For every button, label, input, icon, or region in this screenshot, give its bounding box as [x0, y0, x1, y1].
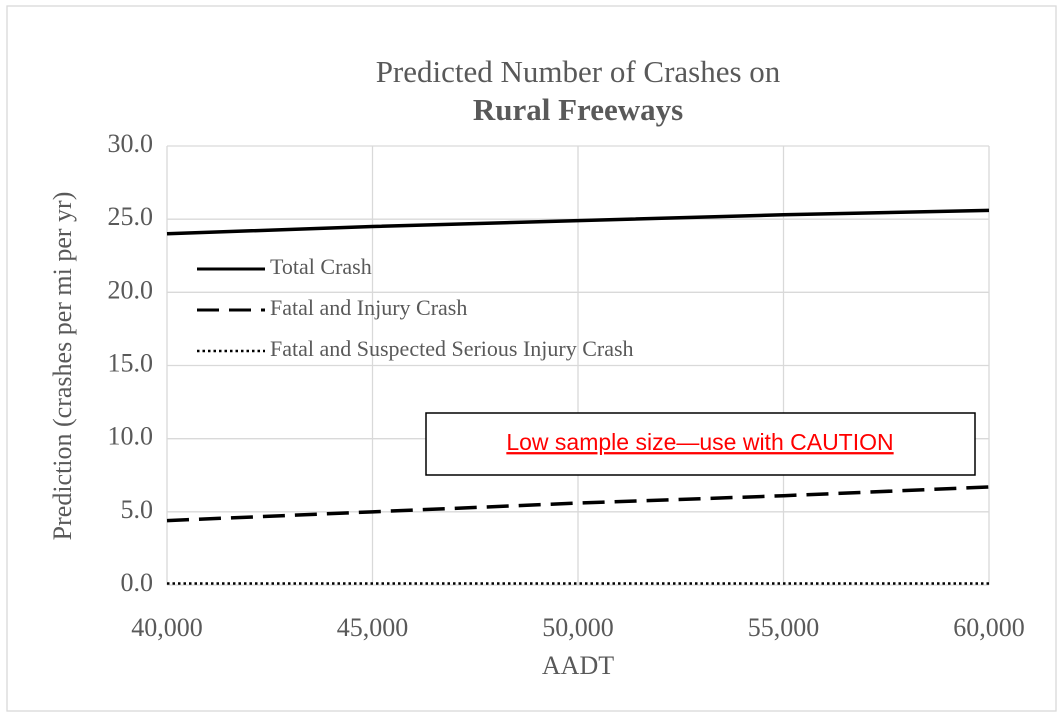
- series-line: [166, 208, 990, 236]
- annotation-box: [425, 412, 976, 476]
- x-axis-label: AADT: [542, 651, 614, 680]
- chart-border: [6, 5, 1057, 712]
- legend-label: Fatal and Suspected Serious Injury Crash: [270, 336, 634, 361]
- legend-label: Total Crash: [270, 254, 372, 279]
- chart-title-bold: Rural Freeways: [473, 92, 683, 127]
- annotation: Low sample size—use with CAUTION: [506, 429, 893, 455]
- y-tick-label: 20.0: [108, 275, 154, 304]
- legend-label: Fatal and Injury Crash: [270, 295, 467, 320]
- x-tick-label: 55,000: [748, 613, 820, 642]
- y-tick-label: 15.0: [108, 348, 154, 377]
- y-axis-label: Prediction (crashes per mi per yr): [48, 192, 77, 541]
- y-tick-label: 0.0: [121, 568, 154, 597]
- x-tick-label: 60,000: [953, 613, 1025, 642]
- series-line: [166, 485, 990, 523]
- y-tick-label: 30.0: [108, 129, 154, 158]
- y-tick-label: 5.0: [121, 495, 154, 524]
- chart-title: Predicted Number of Crashes on: [376, 54, 781, 89]
- x-tick-label: 40,000: [131, 613, 203, 642]
- y-tick-label: 10.0: [108, 422, 154, 451]
- y-tick-label: 25.0: [108, 202, 154, 231]
- x-tick-label: 45,000: [337, 613, 409, 642]
- x-tick-label: 50,000: [542, 613, 614, 642]
